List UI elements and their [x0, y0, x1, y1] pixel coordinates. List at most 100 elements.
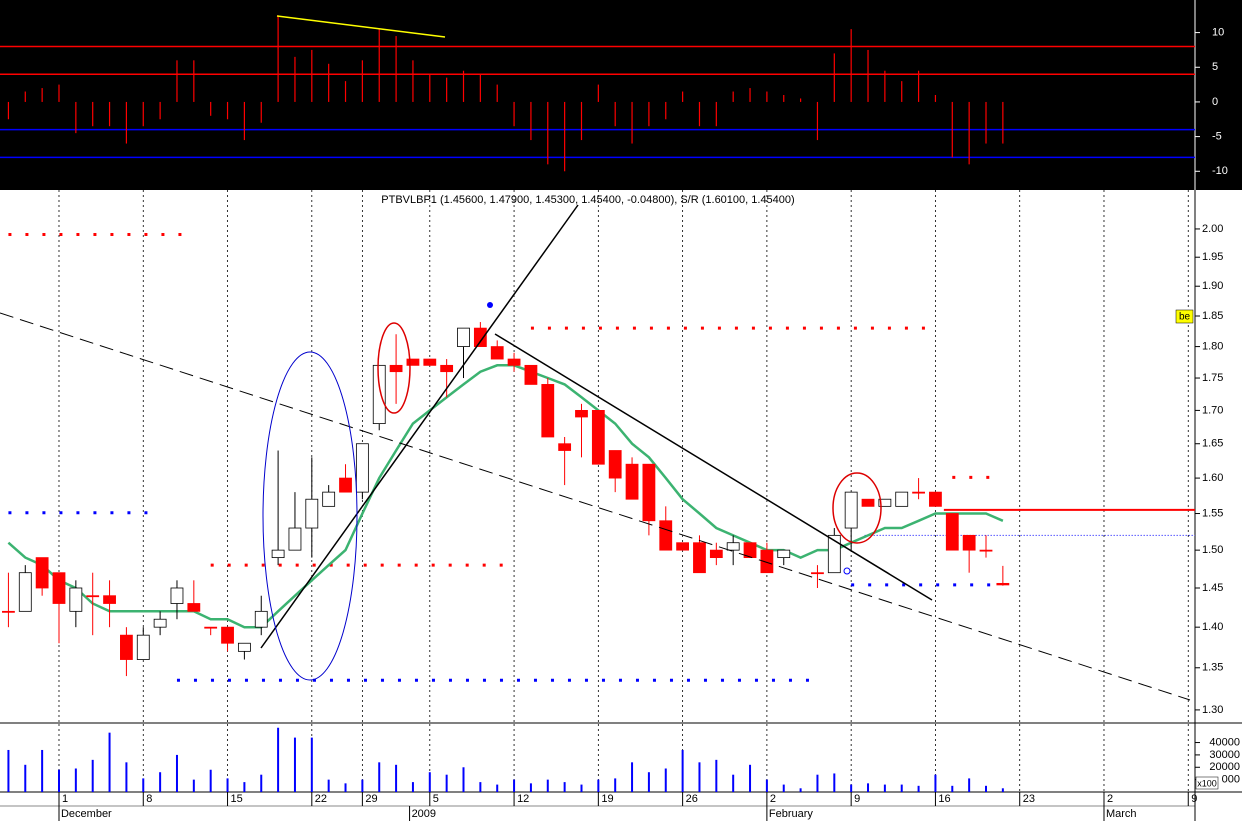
candle-body — [305, 498, 319, 529]
candle-body — [271, 549, 285, 559]
candle-body — [52, 572, 66, 604]
trendline — [494, 333, 933, 601]
candle-body — [221, 626, 234, 644]
month-label: 2009 — [412, 808, 436, 820]
candle-body — [490, 346, 504, 360]
y-tick-label: 30000 — [1209, 749, 1240, 761]
candle-body — [693, 542, 706, 574]
ellipse — [377, 322, 411, 414]
x-tick-label: 9 — [854, 793, 860, 805]
x-tick-label: 22 — [315, 793, 327, 805]
candle-body — [659, 520, 673, 551]
y-tick-label: 1.55 — [1202, 507, 1223, 519]
candle-body — [726, 542, 740, 551]
trendline — [260, 204, 579, 649]
y-tick-label: 1.35 — [1202, 662, 1223, 674]
y-tick-label: 1.30 — [1202, 704, 1223, 716]
x-tick-label: 2 — [770, 793, 776, 805]
candle-body — [389, 364, 403, 373]
trendline — [276, 15, 446, 38]
candle-body — [929, 491, 942, 507]
candle-body — [642, 463, 656, 522]
candle-body — [777, 549, 791, 559]
marker-label: be — [1179, 312, 1191, 323]
marks: 10 5 0 -5 -10 2.00 1.95 1.90 1.85 1.80 1.75 1.70 1.6… — [0, 15, 1240, 821]
candle-body — [254, 610, 268, 628]
chart-title: PTBVLBP1 (1.45600, 1.47900, 1.45300, 1.4… — [381, 194, 794, 206]
y-tick-label: 1.75 — [1202, 372, 1223, 384]
x-tick-label: 8 — [146, 793, 152, 805]
y-tick-label: 1.85 — [1202, 310, 1223, 322]
ellipse — [832, 472, 882, 544]
candle-body — [406, 358, 420, 366]
candle-body — [591, 409, 605, 465]
y-tick-label: 2.00 — [1202, 223, 1223, 235]
x-tick-label: 23 — [1023, 793, 1035, 805]
candle-body — [524, 364, 538, 385]
month-label: December — [61, 808, 112, 820]
candle-body — [339, 477, 352, 493]
x-tick-label: 29 — [365, 793, 377, 805]
candle-body — [760, 549, 774, 574]
candle-body — [170, 587, 184, 604]
x-tick-label: 16 — [938, 793, 950, 805]
candle-body — [676, 542, 690, 551]
signal-dot — [843, 567, 851, 575]
candle-body — [709, 549, 723, 559]
x-tick-label: 26 — [686, 793, 698, 805]
candle-body — [187, 603, 201, 612]
candle-body — [103, 595, 116, 604]
candle-body — [844, 491, 858, 529]
ellipse — [262, 351, 358, 681]
candle-body — [457, 327, 470, 347]
candle-body — [945, 513, 959, 551]
y-tick-label: 1.45 — [1202, 582, 1223, 594]
candle-body — [288, 527, 302, 551]
candle-body — [507, 358, 521, 366]
candle-body — [355, 443, 369, 493]
candle-body — [827, 534, 841, 574]
y-tick-label: -5 — [1212, 131, 1222, 143]
candle-body — [541, 384, 555, 438]
y-tick-label: 1.95 — [1202, 251, 1223, 263]
candle-body — [237, 642, 251, 652]
candle-body — [440, 364, 454, 373]
y-tick-label: 1.80 — [1202, 340, 1223, 352]
y-tick-label: 40000 — [1209, 736, 1240, 748]
candle-body — [372, 364, 386, 425]
signal-dot — [487, 302, 493, 308]
y-tick-label: 1.50 — [1202, 544, 1223, 556]
candle-body — [473, 327, 487, 347]
y-tick-label: -10 — [1212, 165, 1228, 177]
month-label: February — [769, 808, 814, 820]
candle-body — [558, 443, 572, 451]
candle-body — [608, 450, 622, 479]
marker-box — [1175, 309, 1194, 324]
month-label: March — [1106, 808, 1137, 820]
candle-body — [120, 634, 133, 660]
candle-body — [912, 491, 925, 494]
candle-body — [996, 582, 1010, 586]
candle-body — [204, 626, 218, 629]
unit-label: x100 — [1197, 778, 1217, 788]
candle-body — [322, 491, 336, 507]
x-tick-label: 15 — [231, 793, 243, 805]
candle-body — [625, 463, 639, 500]
y-tick-label: 20000 — [1209, 761, 1240, 773]
y-tick-label: 1.70 — [1202, 404, 1223, 416]
candle-body — [153, 618, 167, 628]
candle-body — [423, 358, 437, 366]
candle-body — [575, 409, 588, 418]
y-tick-label: 000 — [1222, 774, 1240, 786]
y-tick-label: 1.65 — [1202, 438, 1223, 450]
candle-body — [35, 557, 49, 589]
trendline — [0, 312, 1191, 701]
x-tick-label: 2 — [1107, 793, 1113, 805]
x-tick-label: 1 — [62, 793, 68, 805]
x-tick-label: 19 — [601, 793, 613, 805]
candle-body — [69, 587, 83, 612]
annotations: be PTBVLBP1 (1.45600, 1.47900, 1.45300, … — [0, 15, 1219, 790]
x-tick-label: 9 — [1191, 793, 1197, 805]
candle-body — [2, 610, 15, 613]
